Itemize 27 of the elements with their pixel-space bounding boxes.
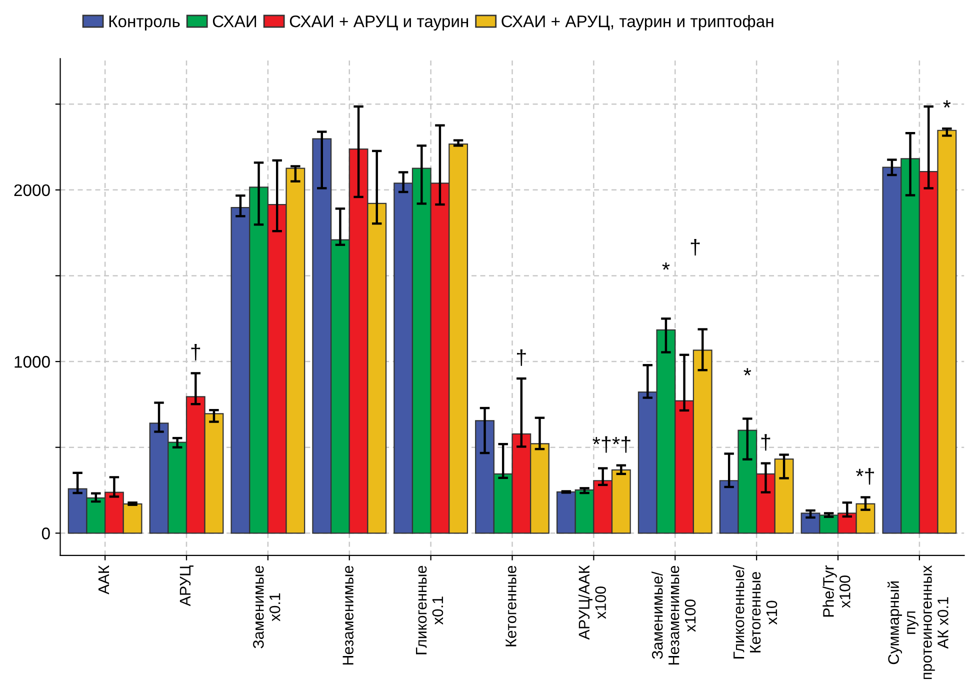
annotation: * bbox=[744, 368, 752, 376]
annotation: † bbox=[761, 434, 770, 451]
legend-label: СХАИ + АРУЦ, таурин и триптофан bbox=[502, 15, 774, 31]
x-tick-label: Заменимые/ Незаменимые x100 bbox=[652, 566, 696, 665]
annotation: † bbox=[191, 344, 200, 361]
annotation: † bbox=[690, 239, 700, 256]
annotation: *† bbox=[856, 468, 874, 485]
x-tick-label: Phe/Tyr x100 bbox=[822, 565, 850, 617]
y-tick-label: 2000 bbox=[14, 184, 50, 196]
annotation: * bbox=[943, 100, 951, 108]
annotation: * bbox=[662, 262, 670, 270]
y-tick-label: 1000 bbox=[14, 356, 50, 368]
x-tick-label: Заменимые x0.1 bbox=[252, 566, 280, 648]
x-tick-label: АРУЦ/ААК x100 bbox=[578, 565, 606, 640]
x-tick-label: ААК bbox=[98, 565, 110, 594]
x-tick-label: Гликогенные x0.1 bbox=[416, 566, 444, 654]
annotation: *†*† bbox=[592, 436, 630, 453]
legend-label: Контроль bbox=[109, 16, 180, 31]
annotation: † bbox=[517, 349, 526, 366]
x-tick-label: Гликогенные/ Кетогенные x10 bbox=[732, 565, 778, 658]
x-tick-label: Незаменимые bbox=[342, 566, 354, 665]
legend-label: СХАИ bbox=[212, 15, 256, 28]
x-tick-label: Суммарный пул протеиногенных АК x0.1 bbox=[887, 565, 948, 680]
legend-label: СХАИ + АРУЦ и таурин bbox=[290, 15, 468, 31]
x-tick-label: АРУЦ bbox=[180, 565, 194, 606]
y-tick-label: 0 bbox=[42, 528, 50, 540]
x-tick-label: Кетогенные bbox=[506, 566, 516, 646]
